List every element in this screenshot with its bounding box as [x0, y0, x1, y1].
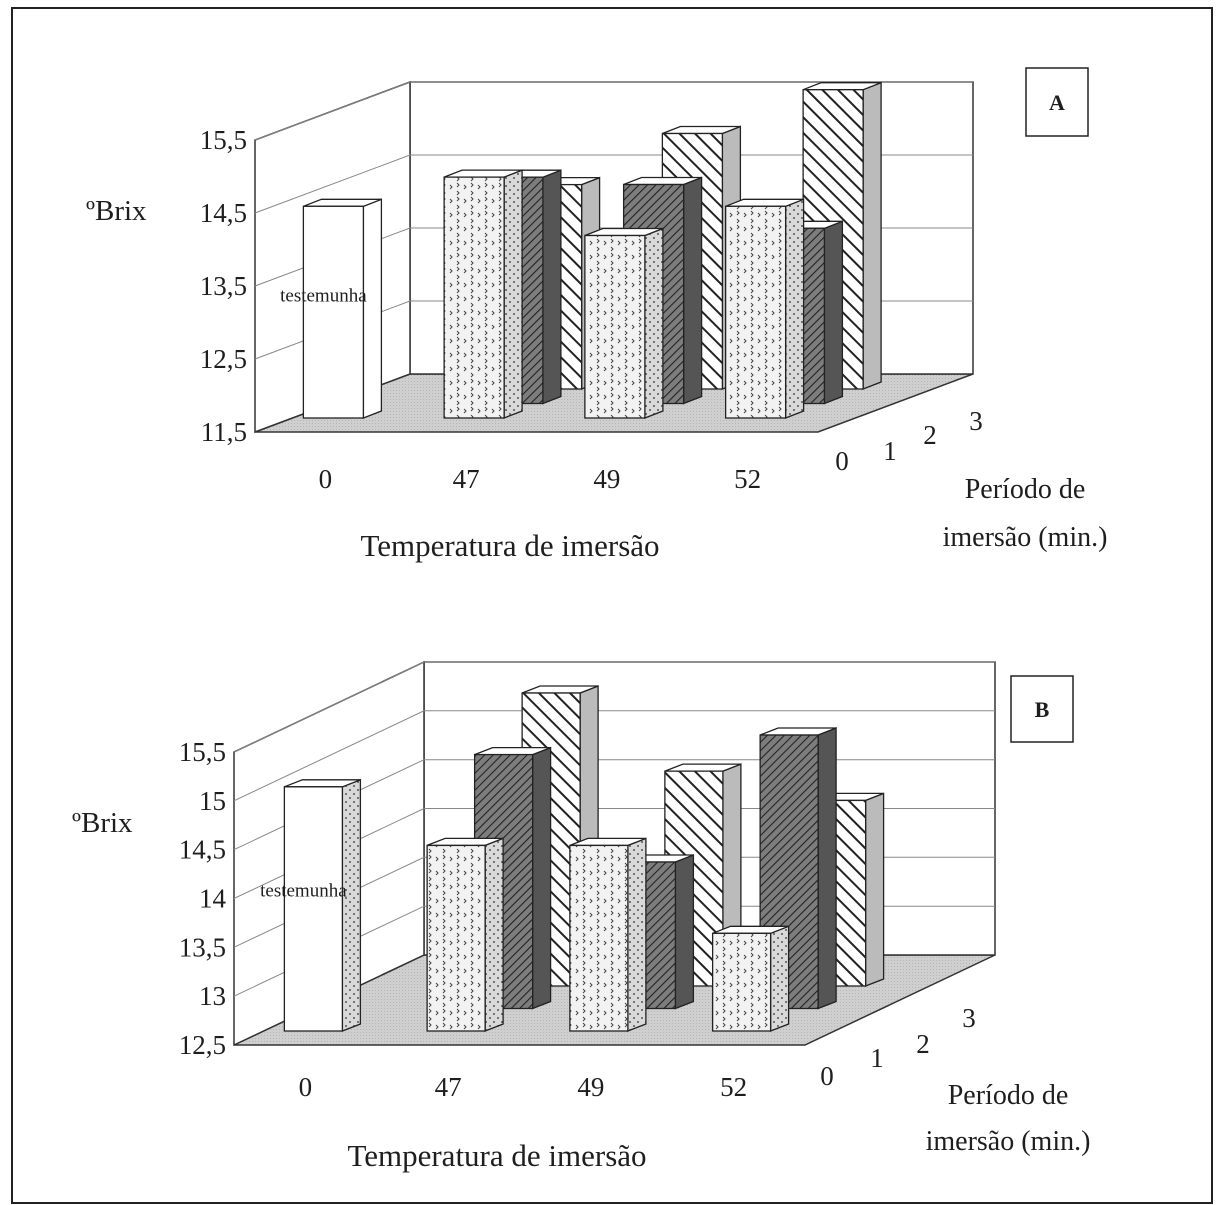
y-tick-label: 13,5	[179, 932, 226, 962]
bar-control-front	[283, 786, 344, 1032]
bar-series-1-x-52-side	[769, 925, 790, 1032]
y-tick-label: 13,5	[200, 271, 247, 301]
panel-label-box	[1010, 675, 1074, 743]
z-tick-label: 3	[969, 406, 983, 436]
x-axis-title: Temperatura de imersão	[347, 1138, 646, 1173]
z-tick-label: 1	[870, 1043, 884, 1073]
gridline	[233, 661, 995, 753]
z-tick-label: 2	[916, 1029, 930, 1059]
bar-series-2-x-49-side	[674, 854, 695, 1010]
bar-series-1-x-52-front	[711, 932, 772, 1032]
bar-control	[302, 198, 383, 419]
bar-series-1-x-52-side	[784, 198, 805, 419]
bar-series-1-x-47-side	[503, 169, 523, 419]
bar-series-3-x-52-side	[864, 792, 885, 987]
panel-label: B	[1035, 697, 1050, 722]
bar-series-2-x-47-side	[531, 746, 552, 1010]
bar-series-1-x-49-side	[644, 227, 664, 419]
z-axis-title-line1: Período de	[965, 474, 1086, 505]
x-axis-title: Temperatura de imersão	[360, 528, 659, 563]
bar-series-1-x-49	[569, 837, 647, 1032]
bar-series-2-x-49-side	[682, 176, 703, 405]
gridline	[233, 710, 995, 802]
x-tick-label: 49	[577, 1072, 604, 1102]
control-bar-label: testemunha	[280, 286, 367, 307]
y-tick-label: 15	[199, 786, 226, 816]
z-tick-label: 2	[923, 420, 937, 450]
figure-border	[11, 7, 1213, 1204]
z-tick-label: 3	[962, 1003, 976, 1033]
bar-series-1-x-47	[443, 169, 523, 419]
gridline	[254, 81, 973, 141]
panel-label-box	[1025, 67, 1089, 137]
x-tick-label: 47	[435, 1072, 462, 1102]
bar-series-1-x-52	[724, 198, 805, 419]
chart-a: 11,5 12,5 13,5 14,5 15,5 testemunha 0 47 49 52 0 12…	[86, 67, 1108, 563]
bar-series-3-x-52-side	[862, 81, 882, 390]
bar-series-1-x-47	[426, 837, 504, 1032]
bar-series-1-x-49-side	[627, 837, 647, 1032]
bar-series-1-x-47-front	[443, 176, 505, 419]
z-axis-title-line1: Período de	[948, 1080, 1069, 1111]
y-tick-label: 15,5	[179, 737, 226, 767]
bar-series-1-x-49-front	[584, 234, 646, 419]
y-tick-label: 12,5	[179, 1030, 226, 1060]
bar-series-1-x-52	[711, 925, 790, 1032]
x-tick-label: 47	[453, 464, 480, 494]
y-tick-label: 14	[199, 884, 227, 914]
z-axis-title-line2: imersão (min.)	[926, 1126, 1091, 1157]
z-tick-label: 0	[835, 446, 849, 476]
bar-series-1-x-47-side	[484, 837, 504, 1032]
x-tick-label: 0	[299, 1072, 313, 1102]
bar-control-front	[302, 205, 365, 419]
x-tick-label: 52	[720, 1072, 747, 1102]
bar-control	[283, 778, 362, 1032]
bar-series-2-x-52-side	[817, 727, 837, 1010]
bar-series-2-x-47-side	[542, 169, 562, 405]
bar-series-1-x-52-front	[724, 205, 787, 419]
y-tick-label: 14,5	[200, 198, 247, 228]
x-tick-label: 49	[593, 464, 620, 494]
gridline	[254, 154, 973, 214]
y-axis-title: ºBrix	[86, 195, 147, 227]
z-tick-label: 0	[820, 1061, 834, 1091]
bar-series-1-x-47-front	[426, 844, 486, 1032]
control-bar-label: testemunha	[260, 881, 347, 902]
bar-series-1-x-49-front	[569, 844, 629, 1032]
y-tick-label: 13	[199, 981, 226, 1011]
y-tick-label: 14,5	[179, 835, 226, 865]
bar-series-2-x-52-side	[823, 220, 844, 405]
bar-series-1-x-49	[584, 227, 664, 419]
bar-control-side	[341, 778, 362, 1032]
z-axis-title-line2: imersão (min.)	[943, 522, 1108, 553]
panel-label: A	[1049, 90, 1065, 115]
x-tick-label: 0	[319, 464, 333, 494]
y-tick-label: 11,5	[201, 417, 247, 447]
z-tick-label: 1	[883, 436, 897, 466]
bar-control-side	[362, 198, 383, 419]
x-tick-label: 52	[734, 464, 761, 494]
y-tick-label: 12,5	[200, 344, 247, 374]
y-tick-label: 15,5	[200, 125, 247, 155]
y-axis-title: ºBrix	[72, 807, 133, 839]
